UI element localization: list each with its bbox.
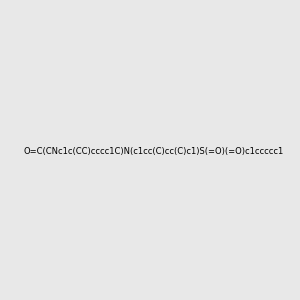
Text: O=C(CNc1c(CC)cccc1C)N(c1cc(C)cc(C)c1)S(=O)(=O)c1ccccc1: O=C(CNc1c(CC)cccc1C)N(c1cc(C)cc(C)c1)S(=…: [24, 147, 284, 156]
